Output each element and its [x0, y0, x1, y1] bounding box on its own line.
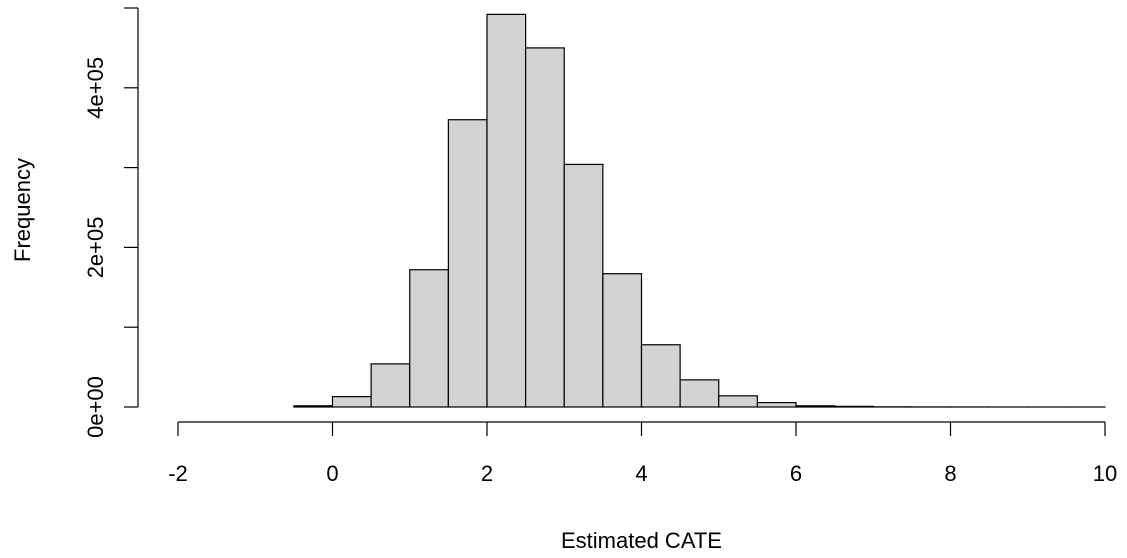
histogram-bar: [640, 344, 681, 408]
histogram-bar: [602, 273, 643, 408]
y-axis: 0e+00 2e+05 4e+05: [83, 7, 139, 438]
x-tick-label: 8: [944, 461, 956, 486]
y-tick-label: 4e+05: [83, 57, 108, 119]
histogram-bar: [834, 405, 874, 408]
y-tick-label: 0e+00: [83, 376, 108, 438]
histogram-bar: [795, 405, 836, 408]
x-axis: -2 0 2 4 6 8 10: [168, 421, 1117, 486]
histogram-bar: [447, 119, 488, 408]
histogram-bar: [525, 47, 565, 408]
x-tick-label: 6: [790, 461, 802, 486]
x-axis-label: Estimated CATE: [561, 528, 722, 553]
histogram-bars: [293, 13, 1106, 408]
x-tick-label: 2: [481, 461, 493, 486]
y-tick-label: 2e+05: [83, 217, 108, 279]
histogram-bar: [718, 395, 758, 408]
x-tick-label: 10: [1093, 461, 1117, 486]
y-axis-label: Frequency: [10, 158, 35, 262]
x-tick-label: 0: [326, 461, 338, 486]
histogram-bar: [370, 363, 411, 408]
x-tick-label: -2: [168, 461, 188, 486]
x-tick-label: 4: [635, 461, 647, 486]
histogram-bar: [486, 13, 527, 408]
histogram-bar: [563, 163, 604, 408]
histogram-bar: [679, 379, 720, 408]
histogram-bar: [293, 405, 334, 408]
histogram-bar: [331, 396, 372, 408]
histogram-bar: [409, 269, 449, 408]
histogram-bar: [756, 402, 797, 408]
